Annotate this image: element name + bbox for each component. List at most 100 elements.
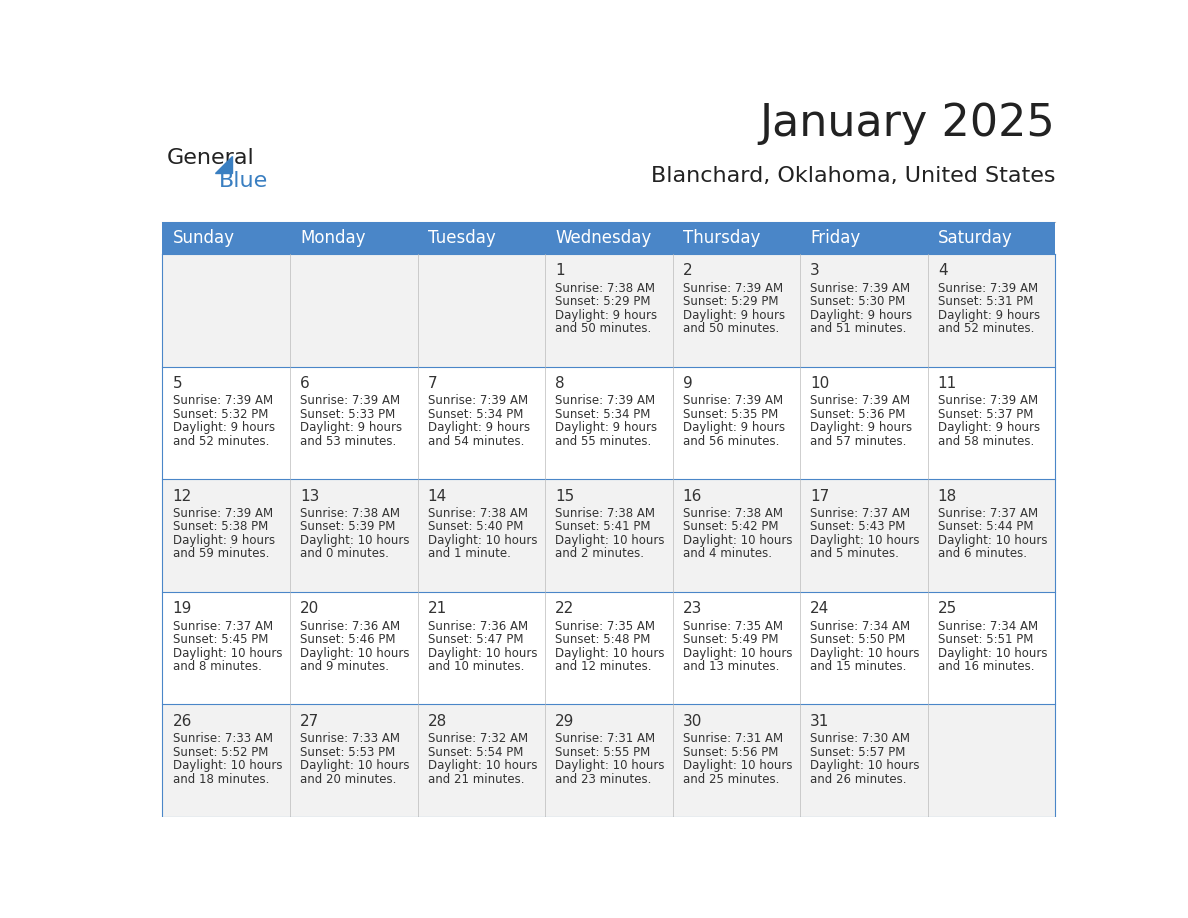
Text: and 8 minutes.: and 8 minutes. [172,660,261,673]
Text: Blue: Blue [219,171,268,191]
Text: Sunset: 5:43 PM: Sunset: 5:43 PM [810,521,905,533]
Text: Sunset: 5:42 PM: Sunset: 5:42 PM [683,521,778,533]
Text: Sunset: 5:37 PM: Sunset: 5:37 PM [937,408,1034,421]
Text: Sunrise: 7:32 AM: Sunrise: 7:32 AM [428,733,527,745]
Text: Sunrise: 7:35 AM: Sunrise: 7:35 AM [683,620,783,633]
Text: Monday: Monday [301,229,366,247]
Text: Sunrise: 7:36 AM: Sunrise: 7:36 AM [428,620,527,633]
Text: Sunrise: 7:39 AM: Sunrise: 7:39 AM [810,282,910,295]
Text: Daylight: 10 hours: Daylight: 10 hours [555,759,664,772]
Bar [163,479,1055,592]
Text: Sunrise: 7:39 AM: Sunrise: 7:39 AM [937,282,1038,295]
Text: Daylight: 10 hours: Daylight: 10 hours [683,759,792,772]
Text: Sunrise: 7:38 AM: Sunrise: 7:38 AM [555,282,655,295]
Text: Sunrise: 7:34 AM: Sunrise: 7:34 AM [810,620,910,633]
Text: Sunrise: 7:38 AM: Sunrise: 7:38 AM [428,507,527,520]
Text: Daylight: 10 hours: Daylight: 10 hours [937,646,1048,659]
Text: Sunrise: 7:31 AM: Sunrise: 7:31 AM [683,733,783,745]
Text: Sunset: 5:29 PM: Sunset: 5:29 PM [555,296,651,308]
Text: and 54 minutes.: and 54 minutes. [428,435,524,448]
Text: Blanchard, Oklahoma, United States: Blanchard, Oklahoma, United States [651,165,1055,185]
Bar [163,254,1055,366]
Text: Sunset: 5:35 PM: Sunset: 5:35 PM [683,408,778,421]
Text: Daylight: 9 hours: Daylight: 9 hours [937,421,1040,434]
Text: Sunset: 5:31 PM: Sunset: 5:31 PM [937,296,1034,308]
Text: and 16 minutes.: and 16 minutes. [937,660,1035,673]
Text: Daylight: 9 hours: Daylight: 9 hours [172,421,274,434]
Text: 14: 14 [428,488,447,504]
Text: and 25 minutes.: and 25 minutes. [683,773,779,786]
Text: Daylight: 9 hours: Daylight: 9 hours [683,421,785,434]
Text: and 0 minutes.: and 0 minutes. [301,547,388,561]
Text: and 15 minutes.: and 15 minutes. [810,660,906,673]
Text: Daylight: 9 hours: Daylight: 9 hours [683,308,785,322]
Text: and 9 minutes.: and 9 minutes. [301,660,388,673]
Text: 22: 22 [555,601,575,616]
Text: Sunset: 5:41 PM: Sunset: 5:41 PM [555,521,651,533]
Text: Sunrise: 7:37 AM: Sunrise: 7:37 AM [937,507,1038,520]
Text: 30: 30 [683,713,702,729]
Text: Sunrise: 7:39 AM: Sunrise: 7:39 AM [683,282,783,295]
Text: Daylight: 10 hours: Daylight: 10 hours [301,646,410,659]
Text: Sunset: 5:46 PM: Sunset: 5:46 PM [301,633,396,646]
Text: Sunrise: 7:33 AM: Sunrise: 7:33 AM [301,733,400,745]
Text: and 56 minutes.: and 56 minutes. [683,435,779,448]
Text: Sunset: 5:53 PM: Sunset: 5:53 PM [301,745,396,758]
Bar [163,366,1055,479]
Text: 18: 18 [937,488,958,504]
Text: 1: 1 [555,263,564,278]
Text: and 26 minutes.: and 26 minutes. [810,773,906,786]
Text: 16: 16 [683,488,702,504]
Text: 21: 21 [428,601,447,616]
Text: and 5 minutes.: and 5 minutes. [810,547,899,561]
Text: 31: 31 [810,713,829,729]
Text: and 20 minutes.: and 20 minutes. [301,773,397,786]
Text: Sunset: 5:44 PM: Sunset: 5:44 PM [937,521,1034,533]
Text: Sunset: 5:48 PM: Sunset: 5:48 PM [555,633,651,646]
Text: Sunset: 5:38 PM: Sunset: 5:38 PM [172,521,267,533]
Text: Saturday: Saturday [937,229,1012,247]
Text: and 12 minutes.: and 12 minutes. [555,660,652,673]
Text: and 53 minutes.: and 53 minutes. [301,435,397,448]
Text: Daylight: 10 hours: Daylight: 10 hours [172,646,282,659]
Text: Daylight: 9 hours: Daylight: 9 hours [810,308,912,322]
Text: Sunset: 5:54 PM: Sunset: 5:54 PM [428,745,523,758]
Text: Sunrise: 7:37 AM: Sunrise: 7:37 AM [172,620,273,633]
Text: Daylight: 10 hours: Daylight: 10 hours [683,646,792,659]
Text: 4: 4 [937,263,947,278]
Text: 12: 12 [172,488,191,504]
Text: Thursday: Thursday [683,229,760,247]
Text: General: General [166,148,254,168]
Text: 20: 20 [301,601,320,616]
Text: and 10 minutes.: and 10 minutes. [428,660,524,673]
Text: and 21 minutes.: and 21 minutes. [428,773,524,786]
Text: January 2025: January 2025 [759,102,1055,145]
Text: Daylight: 9 hours: Daylight: 9 hours [301,421,403,434]
Text: Daylight: 9 hours: Daylight: 9 hours [555,421,657,434]
Text: Sunrise: 7:39 AM: Sunrise: 7:39 AM [172,395,273,408]
Text: 10: 10 [810,376,829,391]
Text: 3: 3 [810,263,820,278]
Text: 13: 13 [301,488,320,504]
Text: Sunset: 5:52 PM: Sunset: 5:52 PM [172,745,268,758]
Text: 2: 2 [683,263,693,278]
Text: and 13 minutes.: and 13 minutes. [683,660,779,673]
Text: Sunset: 5:36 PM: Sunset: 5:36 PM [810,408,905,421]
Text: Sunrise: 7:36 AM: Sunrise: 7:36 AM [301,620,400,633]
Text: 26: 26 [172,713,192,729]
Text: and 50 minutes.: and 50 minutes. [555,322,651,335]
Text: Tuesday: Tuesday [428,229,495,247]
Text: and 2 minutes.: and 2 minutes. [555,547,644,561]
Text: 19: 19 [172,601,192,616]
Text: 25: 25 [937,601,958,616]
Text: Sunset: 5:29 PM: Sunset: 5:29 PM [683,296,778,308]
Text: Daylight: 10 hours: Daylight: 10 hours [810,646,920,659]
Text: 28: 28 [428,713,447,729]
Text: and 55 minutes.: and 55 minutes. [555,435,651,448]
Text: Sunset: 5:55 PM: Sunset: 5:55 PM [555,745,650,758]
Text: Sunrise: 7:39 AM: Sunrise: 7:39 AM [301,395,400,408]
Text: Sunset: 5:57 PM: Sunset: 5:57 PM [810,745,905,758]
Text: Daylight: 9 hours: Daylight: 9 hours [555,308,657,322]
Text: Sunset: 5:50 PM: Sunset: 5:50 PM [810,633,905,646]
Text: and 52 minutes.: and 52 minutes. [172,435,268,448]
